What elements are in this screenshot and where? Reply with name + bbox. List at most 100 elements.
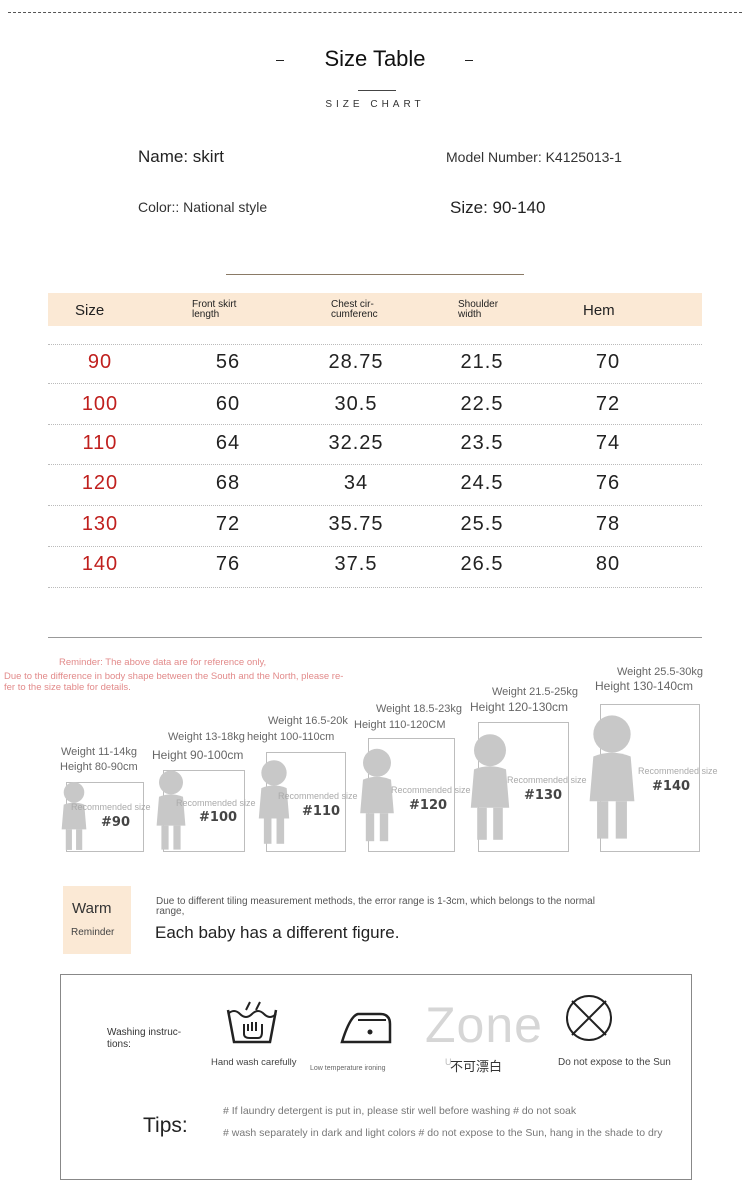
row-divider [48,587,702,588]
header-shoulder-width: Shoulder width [458,300,528,320]
cell-hem: 70 [595,351,621,373]
recommended-size-label: Recommended size [391,785,471,795]
section-divider [226,274,524,275]
no-sun-label: Do not expose to the Sun [558,1057,671,1068]
reminder-line-1: Reminder: The above data are for referen… [59,657,267,668]
weight-label: Weight 25.5-30kg [617,666,704,678]
cell-front-length: 68 [215,472,241,494]
no-sun-icon [566,995,612,1041]
recommended-size-value: #140 [652,779,691,794]
child-silhouette-icon [470,734,510,840]
weight-label: Weight 16.5-20k [268,715,348,727]
tips-label: Tips: [143,1114,188,1137]
title-underline [358,90,396,91]
cell-shoulder: 23.5 [460,432,504,454]
washing-label-line2: tions: [107,1039,131,1050]
header-chest-line2: cumferenc [331,309,378,320]
cell-chest: 32.25 [328,432,384,454]
row-divider [48,424,702,425]
table-row: 100 60 30.5 22.5 72 [0,393,750,421]
height-label: Height 90-100cm [152,748,244,762]
cell-size: 140 [81,553,119,575]
iron-label: Low temperature ironing [310,1065,386,1072]
product-color: Color:: National style [138,199,268,215]
cell-size: 130 [81,513,119,535]
child-silhouette-icon [360,748,394,842]
warm-reminder-badge: Warm Reminder [63,886,131,954]
child-silhouette-icon [589,715,635,839]
recommended-size-value: #120 [409,798,448,813]
tip-line-1: # If laundry detergent is put in, please… [223,1105,577,1117]
child-silhouette-icon [61,782,87,850]
row-divider [48,464,702,465]
title-dash-right [465,60,473,61]
cell-shoulder: 26.5 [460,553,504,575]
top-dashed-divider [8,12,742,13]
cell-shoulder: 24.5 [460,472,504,494]
header-front-line1: Front skirt [192,299,237,310]
cell-front-length: 72 [215,513,241,535]
cell-hem: 78 [595,513,621,535]
warm-title: Warm [72,900,112,917]
row-divider [48,344,702,345]
cell-size: 120 [81,472,119,494]
header-front-skirt-length: Front skirt length [192,300,262,320]
header-shoulder-line1: Shoulder [458,299,499,310]
recommended-size-value: #130 [524,788,563,803]
cell-shoulder: 25.5 [460,513,504,535]
title-dash-left [276,60,284,61]
cell-hem: 72 [595,393,621,415]
header-chest-circumference: Chest cir- cumferenc [331,300,401,320]
table-row: 110 64 32.25 23.5 74 [0,432,750,460]
row-divider [48,546,702,547]
cell-chest: 35.75 [328,513,384,535]
recommended-size-label: Recommended size [176,798,256,808]
warm-subtitle: Reminder [71,927,115,938]
cell-size: 110 [82,432,118,454]
recommended-size-value: #90 [101,815,130,830]
section-separator [48,637,702,638]
height-label: Height 120-130cm [470,700,569,714]
recommended-size-label: Recommended size [278,791,358,801]
cell-size: 90 [87,351,113,373]
tip-line-2: # wash separately in dark and light colo… [223,1127,663,1139]
cell-chest: 28.75 [328,351,384,373]
child-silhouette-icon [258,760,290,844]
no-bleach-label: 不可漂白 [450,1059,503,1074]
header-size: Size [75,302,105,319]
child-silhouette-icon [156,770,186,850]
header-shoulder-line2: width [458,309,482,320]
warm-note-line-2: range, [156,906,185,917]
height-label: Height 80-90cm [60,761,138,773]
size-range: Size: 90-140 [450,198,546,217]
height-label: Height 110-120CM [354,719,446,731]
hand-wash-icon [226,1001,278,1044]
page-subtitle: SIZE CHART [325,99,425,110]
cell-front-length: 64 [215,432,241,454]
table-row: 90 56 28.75 21.5 70 [0,351,750,379]
recommended-size-label: Recommended size [507,775,587,785]
cell-shoulder: 22.5 [460,393,504,415]
weight-label: Weight 18.5-23kg [376,703,463,715]
table-row: 140 76 37.5 26.5 80 [0,553,750,581]
cell-hem: 76 [595,472,621,494]
height-label: Height 130-140cm [595,679,694,693]
cell-hem: 80 [595,553,621,575]
iron-icon [340,1012,392,1044]
cell-chest: 30.5 [334,393,378,415]
row-divider [48,383,702,384]
washing-instructions-panel [60,974,692,1180]
header-chest-line1: Chest cir- [331,299,374,310]
recommended-size-value: #100 [199,810,238,825]
cell-front-length: 56 [215,351,241,373]
table-header: Size Front skirt length Chest cir- cumfe… [48,293,702,326]
recommended-size-label: Recommended size [71,802,151,812]
cell-front-length: 76 [215,553,241,575]
washing-label: Washing instruc- tions: [107,1027,181,1051]
weight-label: Weight 11-14kg [61,746,138,758]
cell-hem: 74 [595,432,621,454]
cell-chest: 37.5 [334,553,378,575]
weight-label: Weight 13-18kg [168,731,245,743]
cell-chest: 34 [343,472,369,494]
cell-size: 100 [81,393,119,415]
